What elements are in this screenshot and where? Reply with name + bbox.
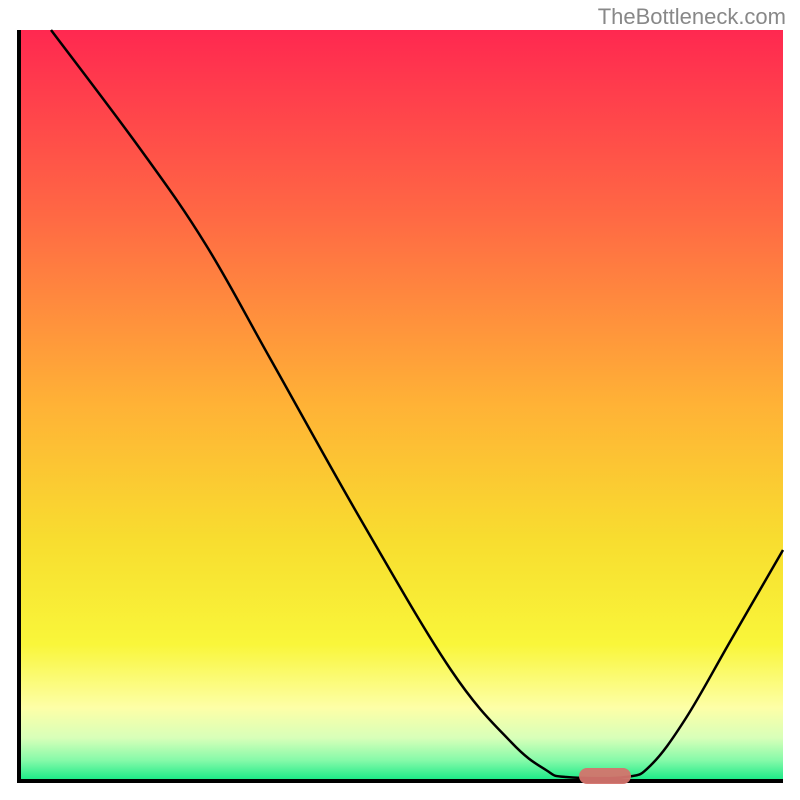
- chart-axes-frame: [17, 30, 783, 783]
- chart-plot-area: [21, 30, 783, 779]
- optimal-marker: [579, 768, 631, 784]
- chart-svg: [21, 30, 783, 779]
- watermark-text: TheBottleneck.com: [598, 4, 786, 30]
